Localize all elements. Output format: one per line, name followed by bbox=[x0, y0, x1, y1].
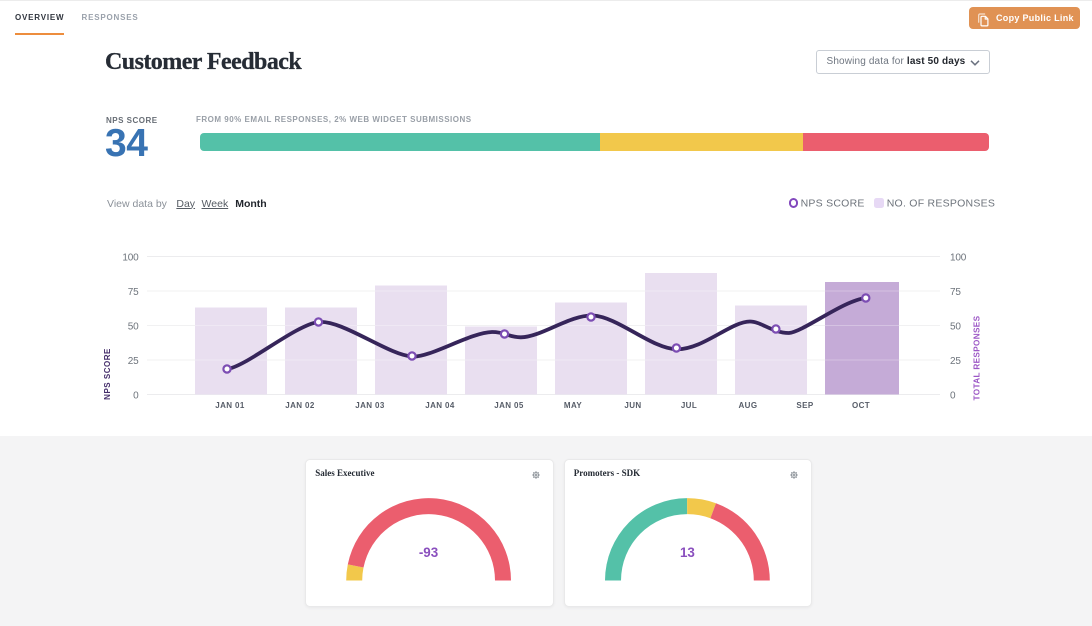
svg-text:75: 75 bbox=[128, 287, 139, 298]
svg-text:-93: -93 bbox=[419, 545, 438, 560]
svg-text:NPS SCORE: NPS SCORE bbox=[103, 348, 112, 400]
svg-text:100: 100 bbox=[122, 253, 139, 264]
svg-text:JUL: JUL bbox=[681, 401, 697, 410]
svg-text:JAN 03: JAN 03 bbox=[355, 401, 385, 410]
svg-text:50: 50 bbox=[950, 322, 961, 333]
svg-text:25: 25 bbox=[128, 356, 139, 367]
svg-text:MAY: MAY bbox=[564, 401, 583, 410]
svg-text:OCT: OCT bbox=[852, 401, 870, 410]
svg-text:75: 75 bbox=[950, 287, 961, 298]
svg-text:100: 100 bbox=[950, 253, 967, 264]
svg-text:50: 50 bbox=[128, 322, 139, 333]
svg-text:0: 0 bbox=[133, 391, 139, 402]
svg-text:JAN 02: JAN 02 bbox=[285, 401, 315, 410]
svg-text:TOTAL RESPONSES: TOTAL RESPONSES bbox=[973, 315, 982, 400]
svg-text:0: 0 bbox=[950, 391, 956, 402]
svg-text:JAN 01: JAN 01 bbox=[215, 401, 245, 410]
svg-text:SEP: SEP bbox=[796, 401, 813, 410]
svg-text:13: 13 bbox=[680, 545, 695, 560]
svg-text:JAN 05: JAN 05 bbox=[494, 401, 524, 410]
svg-text:AUG: AUG bbox=[739, 401, 758, 410]
svg-text:25: 25 bbox=[950, 356, 961, 367]
svg-text:JUN: JUN bbox=[624, 401, 641, 410]
svg-text:JAN 04: JAN 04 bbox=[425, 401, 455, 410]
